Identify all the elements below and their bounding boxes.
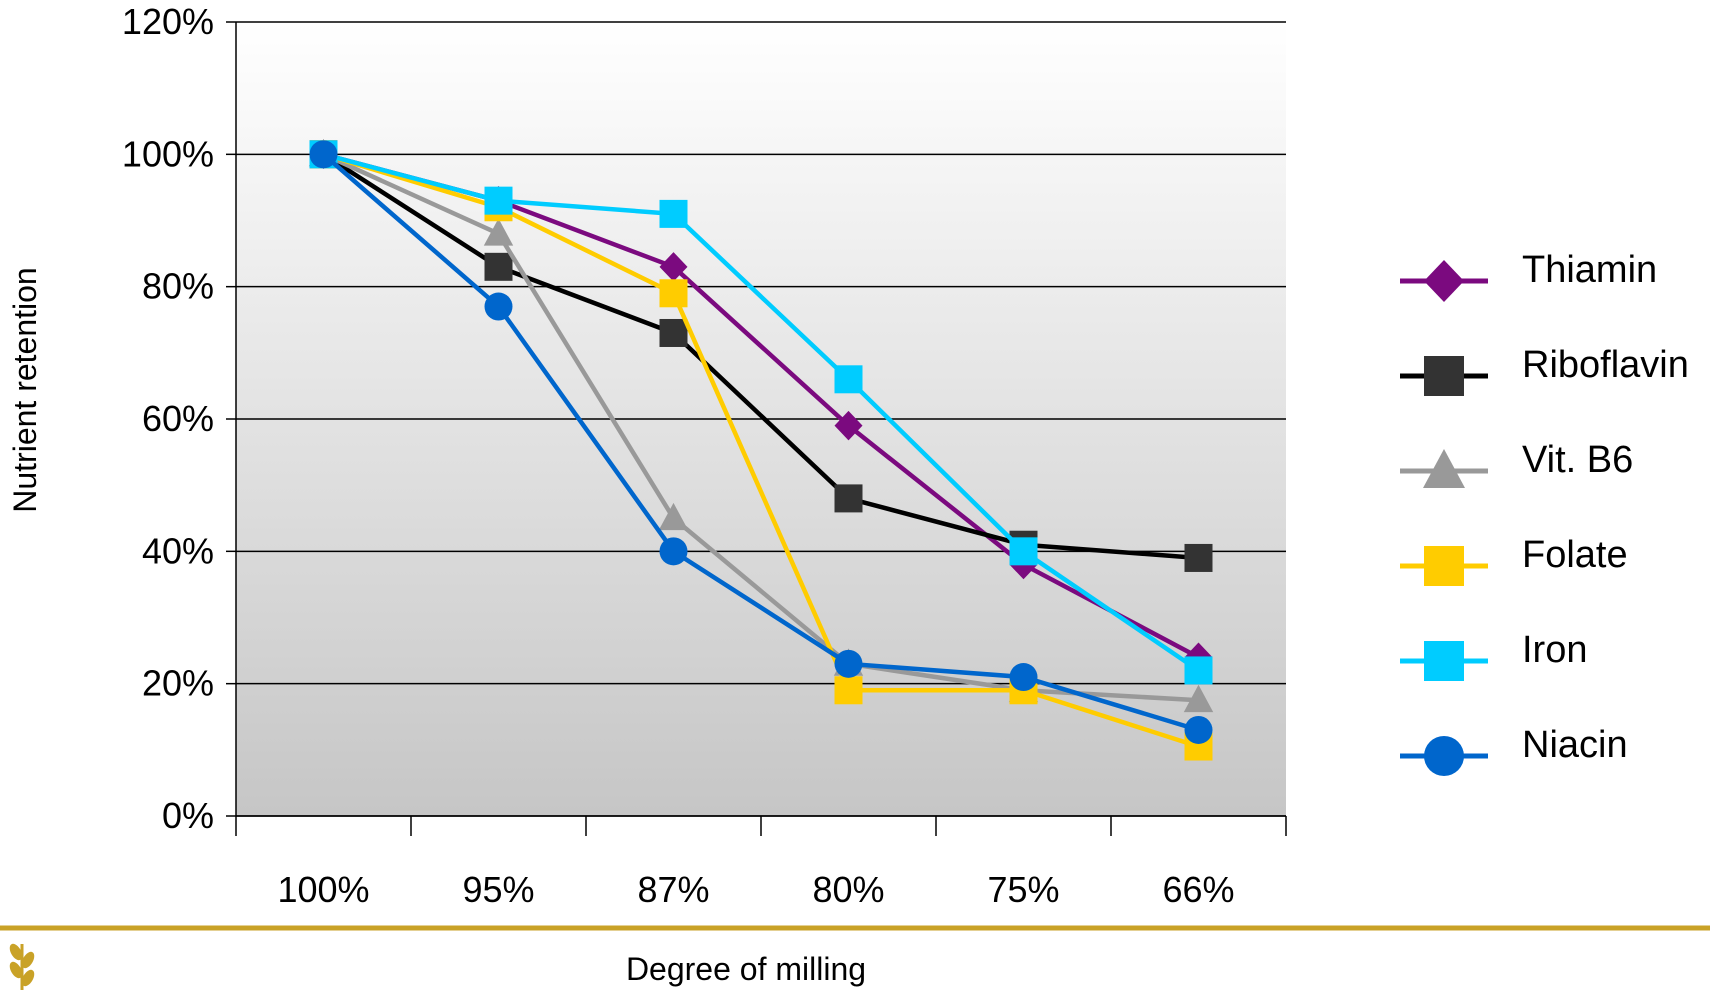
- data-point: [834, 484, 863, 513]
- data-point: [484, 252, 513, 281]
- data-point: [1009, 537, 1038, 566]
- y-tick-label: 100%: [122, 133, 214, 174]
- series-layer: [308, 138, 1214, 761]
- x-tick-label: 100%: [277, 869, 369, 910]
- data-point: [659, 252, 688, 282]
- legend-label: Niacin: [1522, 724, 1628, 766]
- x-axis-title: Degree of milling: [626, 951, 866, 987]
- legend-marker: [1424, 546, 1464, 586]
- axes: [235, 22, 1287, 836]
- series-line: [322, 152, 1199, 561]
- legend-marker: [1423, 449, 1465, 488]
- series-niacin: [309, 140, 1213, 744]
- data-point: [1184, 543, 1213, 572]
- legend: Thiamin Riboflavin Vit. B6 Folate Iron Niacin: [1400, 249, 1689, 776]
- data-point: [1184, 715, 1213, 744]
- legend-item: Niacin: [1400, 724, 1628, 776]
- legend-marker: [1424, 356, 1464, 396]
- y-axis-tick-labels: 0% 20% 40% 60% 80% 100% 120%: [122, 1, 214, 836]
- x-tick-label: 87%: [637, 869, 709, 910]
- data-point: [834, 410, 863, 441]
- y-axis-title: Nutrient retention: [7, 267, 43, 512]
- y-tick-label: 80%: [142, 266, 214, 307]
- x-tick-label: 75%: [987, 869, 1059, 910]
- series-line: [322, 152, 1200, 733]
- x-tick-label: 95%: [462, 869, 534, 910]
- y-tick-label: 60%: [142, 398, 214, 439]
- legend-item: Vit. B6: [1400, 439, 1633, 488]
- data-point: [483, 218, 514, 246]
- series-line: [322, 152, 1200, 673]
- data-point: [834, 365, 863, 394]
- data-point: [834, 676, 863, 705]
- y-tick-label: 0%: [162, 795, 214, 836]
- legend-item: Iron: [1400, 629, 1587, 681]
- data-point: [484, 292, 513, 321]
- data-point: [659, 537, 688, 566]
- x-tick-label: 80%: [812, 869, 884, 910]
- legend-label: Iron: [1522, 629, 1587, 671]
- y-tick-label: 40%: [142, 530, 214, 571]
- data-point: [309, 140, 338, 169]
- y-tick-label: 120%: [122, 1, 214, 42]
- wheat-icon: [9, 943, 35, 990]
- legend-label: Folate: [1522, 534, 1628, 576]
- x-tick-label: 66%: [1162, 869, 1234, 910]
- series-line: [322, 152, 1200, 749]
- data-point: [1009, 663, 1038, 692]
- data-point: [659, 199, 688, 228]
- legend-marker: [1424, 736, 1464, 776]
- data-point: [1183, 684, 1214, 713]
- data-point: [1184, 656, 1213, 685]
- legend-marker: [1424, 260, 1464, 302]
- data-point: [834, 649, 863, 678]
- data-point: [659, 318, 688, 347]
- legend-label: Riboflavin: [1522, 344, 1689, 386]
- data-point: [484, 186, 513, 215]
- series-line: [322, 152, 1199, 703]
- legend-label: Thiamin: [1522, 249, 1657, 291]
- legend-label: Vit. B6: [1522, 439, 1633, 481]
- data-point: [659, 279, 688, 308]
- legend-item: Riboflavin: [1400, 344, 1689, 396]
- x-axis-tick-labels: 100% 95% 87% 80% 75% 66%: [277, 869, 1234, 910]
- data-point: [658, 502, 689, 531]
- legend-item: Folate: [1400, 534, 1628, 586]
- legend-marker: [1424, 641, 1464, 681]
- legend-item: Thiamin: [1400, 249, 1657, 302]
- y-tick-label: 20%: [142, 663, 214, 704]
